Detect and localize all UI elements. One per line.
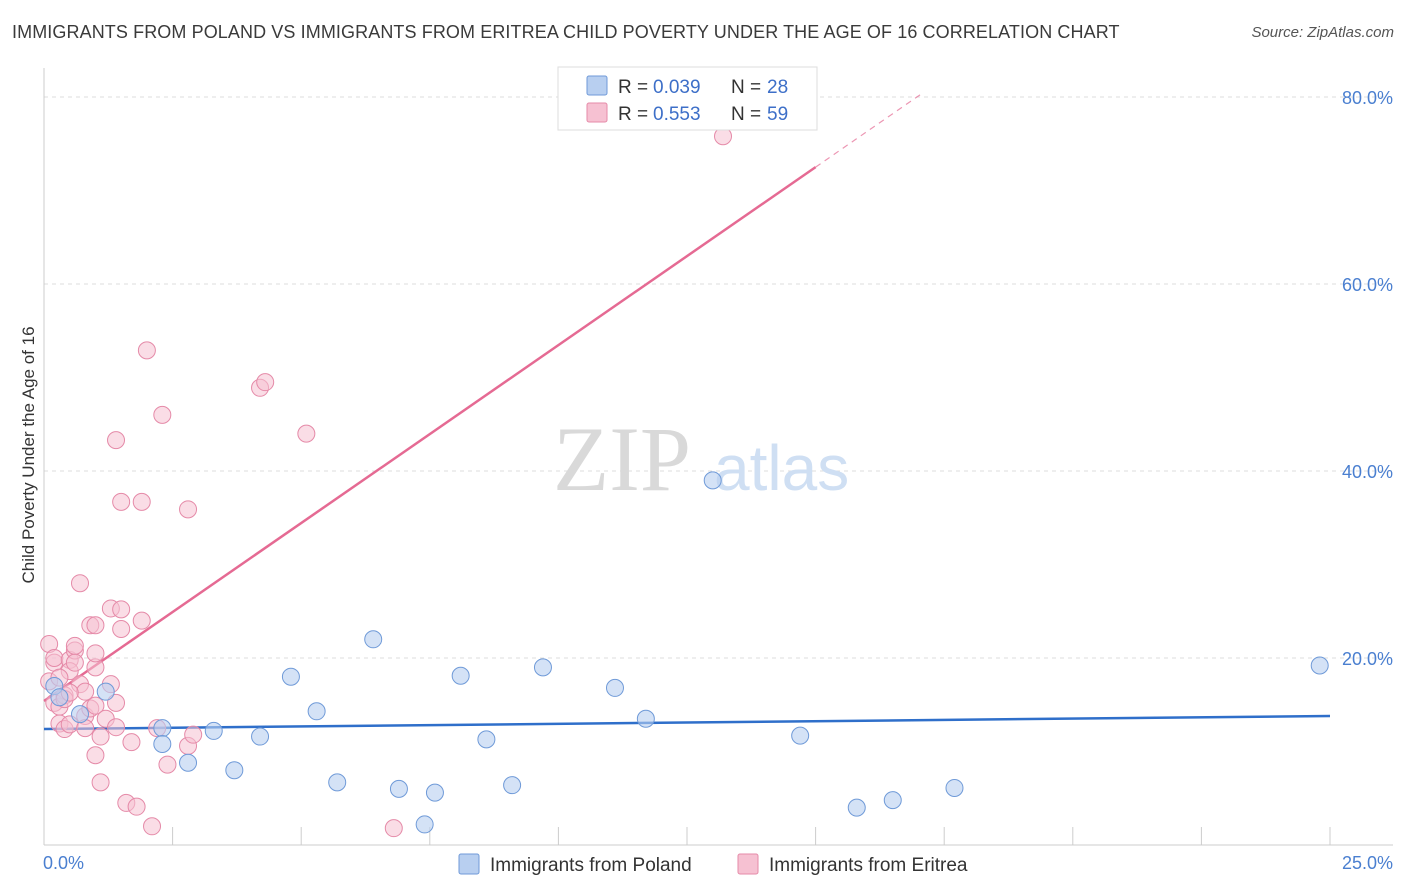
series-legend-swatch-poland [458, 853, 480, 875]
source-credit: Source: ZipAtlas.com [1251, 24, 1394, 41]
legend-r-label-poland: R = [618, 77, 648, 98]
point-eritrea [137, 341, 156, 360]
point-poland [415, 815, 434, 834]
watermark-zip: ZIP [553, 408, 691, 510]
legend-n-value-eritrea: 59 [767, 104, 788, 125]
point-eritrea [256, 373, 275, 392]
grid-lines [44, 96, 1393, 659]
point-poland [281, 667, 300, 686]
point-poland [883, 791, 902, 810]
watermark: ZIP atlas [553, 408, 849, 510]
point-poland [251, 727, 270, 746]
point-poland [1310, 656, 1329, 675]
point-eritrea [107, 693, 126, 712]
point-poland [703, 471, 722, 490]
series-legend-label-eritrea: Immigrants from Eritrea [769, 855, 968, 876]
point-eritrea [107, 431, 126, 450]
point-poland [791, 726, 810, 745]
point-eritrea [384, 819, 403, 838]
point-eritrea [76, 682, 95, 701]
point-poland [153, 719, 172, 738]
chart-title: IMMIGRANTS FROM POLAND VS IMMIGRANTS FRO… [12, 22, 1120, 42]
point-poland [204, 721, 223, 740]
point-poland [605, 678, 624, 697]
point-eritrea [297, 424, 316, 443]
point-poland [179, 753, 198, 772]
y-tick-label: 60.0% [1342, 275, 1393, 295]
legend-r-value-eritrea: 0.553 [653, 104, 701, 125]
point-eritrea [153, 405, 172, 424]
y-tick-labels: 20.0% 40.0% 60.0% 80.0% [1342, 88, 1393, 669]
point-poland [945, 778, 964, 797]
point-eritrea [86, 616, 105, 635]
point-eritrea [86, 644, 105, 663]
point-poland [153, 735, 172, 754]
point-eritrea [86, 696, 105, 715]
point-eritrea [122, 733, 141, 752]
point-eritrea [65, 653, 84, 672]
y-tick-label: 20.0% [1342, 649, 1393, 669]
legend-r-value-poland: 0.039 [653, 77, 701, 98]
series-legend: Immigrants from Poland Immigrants from E… [458, 853, 968, 876]
point-eritrea [143, 817, 162, 836]
legend-swatch-eritrea [586, 102, 608, 123]
y-axis-label: Child Poverty Under the Age of 16 [19, 326, 38, 583]
point-eritrea [107, 718, 126, 737]
legend-n-label-eritrea: N = [731, 104, 761, 125]
point-poland [71, 705, 90, 724]
trend-lines [43, 91, 1331, 731]
point-eritrea [112, 492, 131, 511]
point-poland [533, 658, 552, 677]
series-legend-label-poland: Immigrants from Poland [490, 855, 692, 876]
legend-n-label-poland: N = [731, 77, 761, 98]
y-tick-label: 80.0% [1342, 88, 1393, 108]
point-eritrea [179, 500, 198, 519]
correlation-legend: R = 0.039 N = 28 R = 0.553 N = 59 [557, 66, 818, 131]
point-eritrea [112, 620, 131, 639]
legend-n-value-poland: 28 [767, 77, 788, 98]
point-poland [503, 776, 522, 795]
trend-line-poland [43, 714, 1331, 731]
legend-r-label-eritrea: R = [618, 104, 648, 125]
point-poland [847, 798, 866, 817]
point-poland [451, 666, 470, 685]
point-poland [50, 688, 69, 707]
series-legend-swatch-eritrea [737, 853, 759, 875]
trend-line-eritrea [43, 166, 817, 703]
point-poland [328, 773, 347, 792]
point-eritrea [158, 755, 177, 774]
point-poland [425, 783, 444, 802]
point-eritrea [86, 746, 105, 765]
y-tick-label: 40.0% [1342, 462, 1393, 482]
point-eritrea [91, 773, 110, 792]
point-eritrea [65, 636, 84, 655]
point-poland [389, 779, 408, 798]
point-eritrea [132, 492, 151, 511]
point-poland [307, 702, 326, 721]
point-poland [225, 761, 244, 780]
data-points [40, 127, 1329, 838]
x-tick-label-max: 25.0% [1342, 853, 1393, 873]
legend-swatch-poland [586, 75, 608, 96]
point-eritrea [184, 725, 203, 744]
trend-line-eritrea-extension [815, 91, 924, 168]
watermark-atlas: atlas [714, 432, 849, 504]
point-eritrea [132, 611, 151, 630]
point-poland [477, 730, 496, 749]
point-poland [364, 630, 383, 649]
point-poland [96, 682, 115, 701]
x-tick-label-min: 0.0% [43, 853, 84, 873]
point-poland [636, 709, 655, 728]
point-eritrea [112, 600, 131, 619]
point-eritrea [71, 574, 90, 593]
point-eritrea [127, 797, 146, 816]
point-eritrea [91, 727, 110, 746]
point-eritrea [45, 649, 64, 667]
